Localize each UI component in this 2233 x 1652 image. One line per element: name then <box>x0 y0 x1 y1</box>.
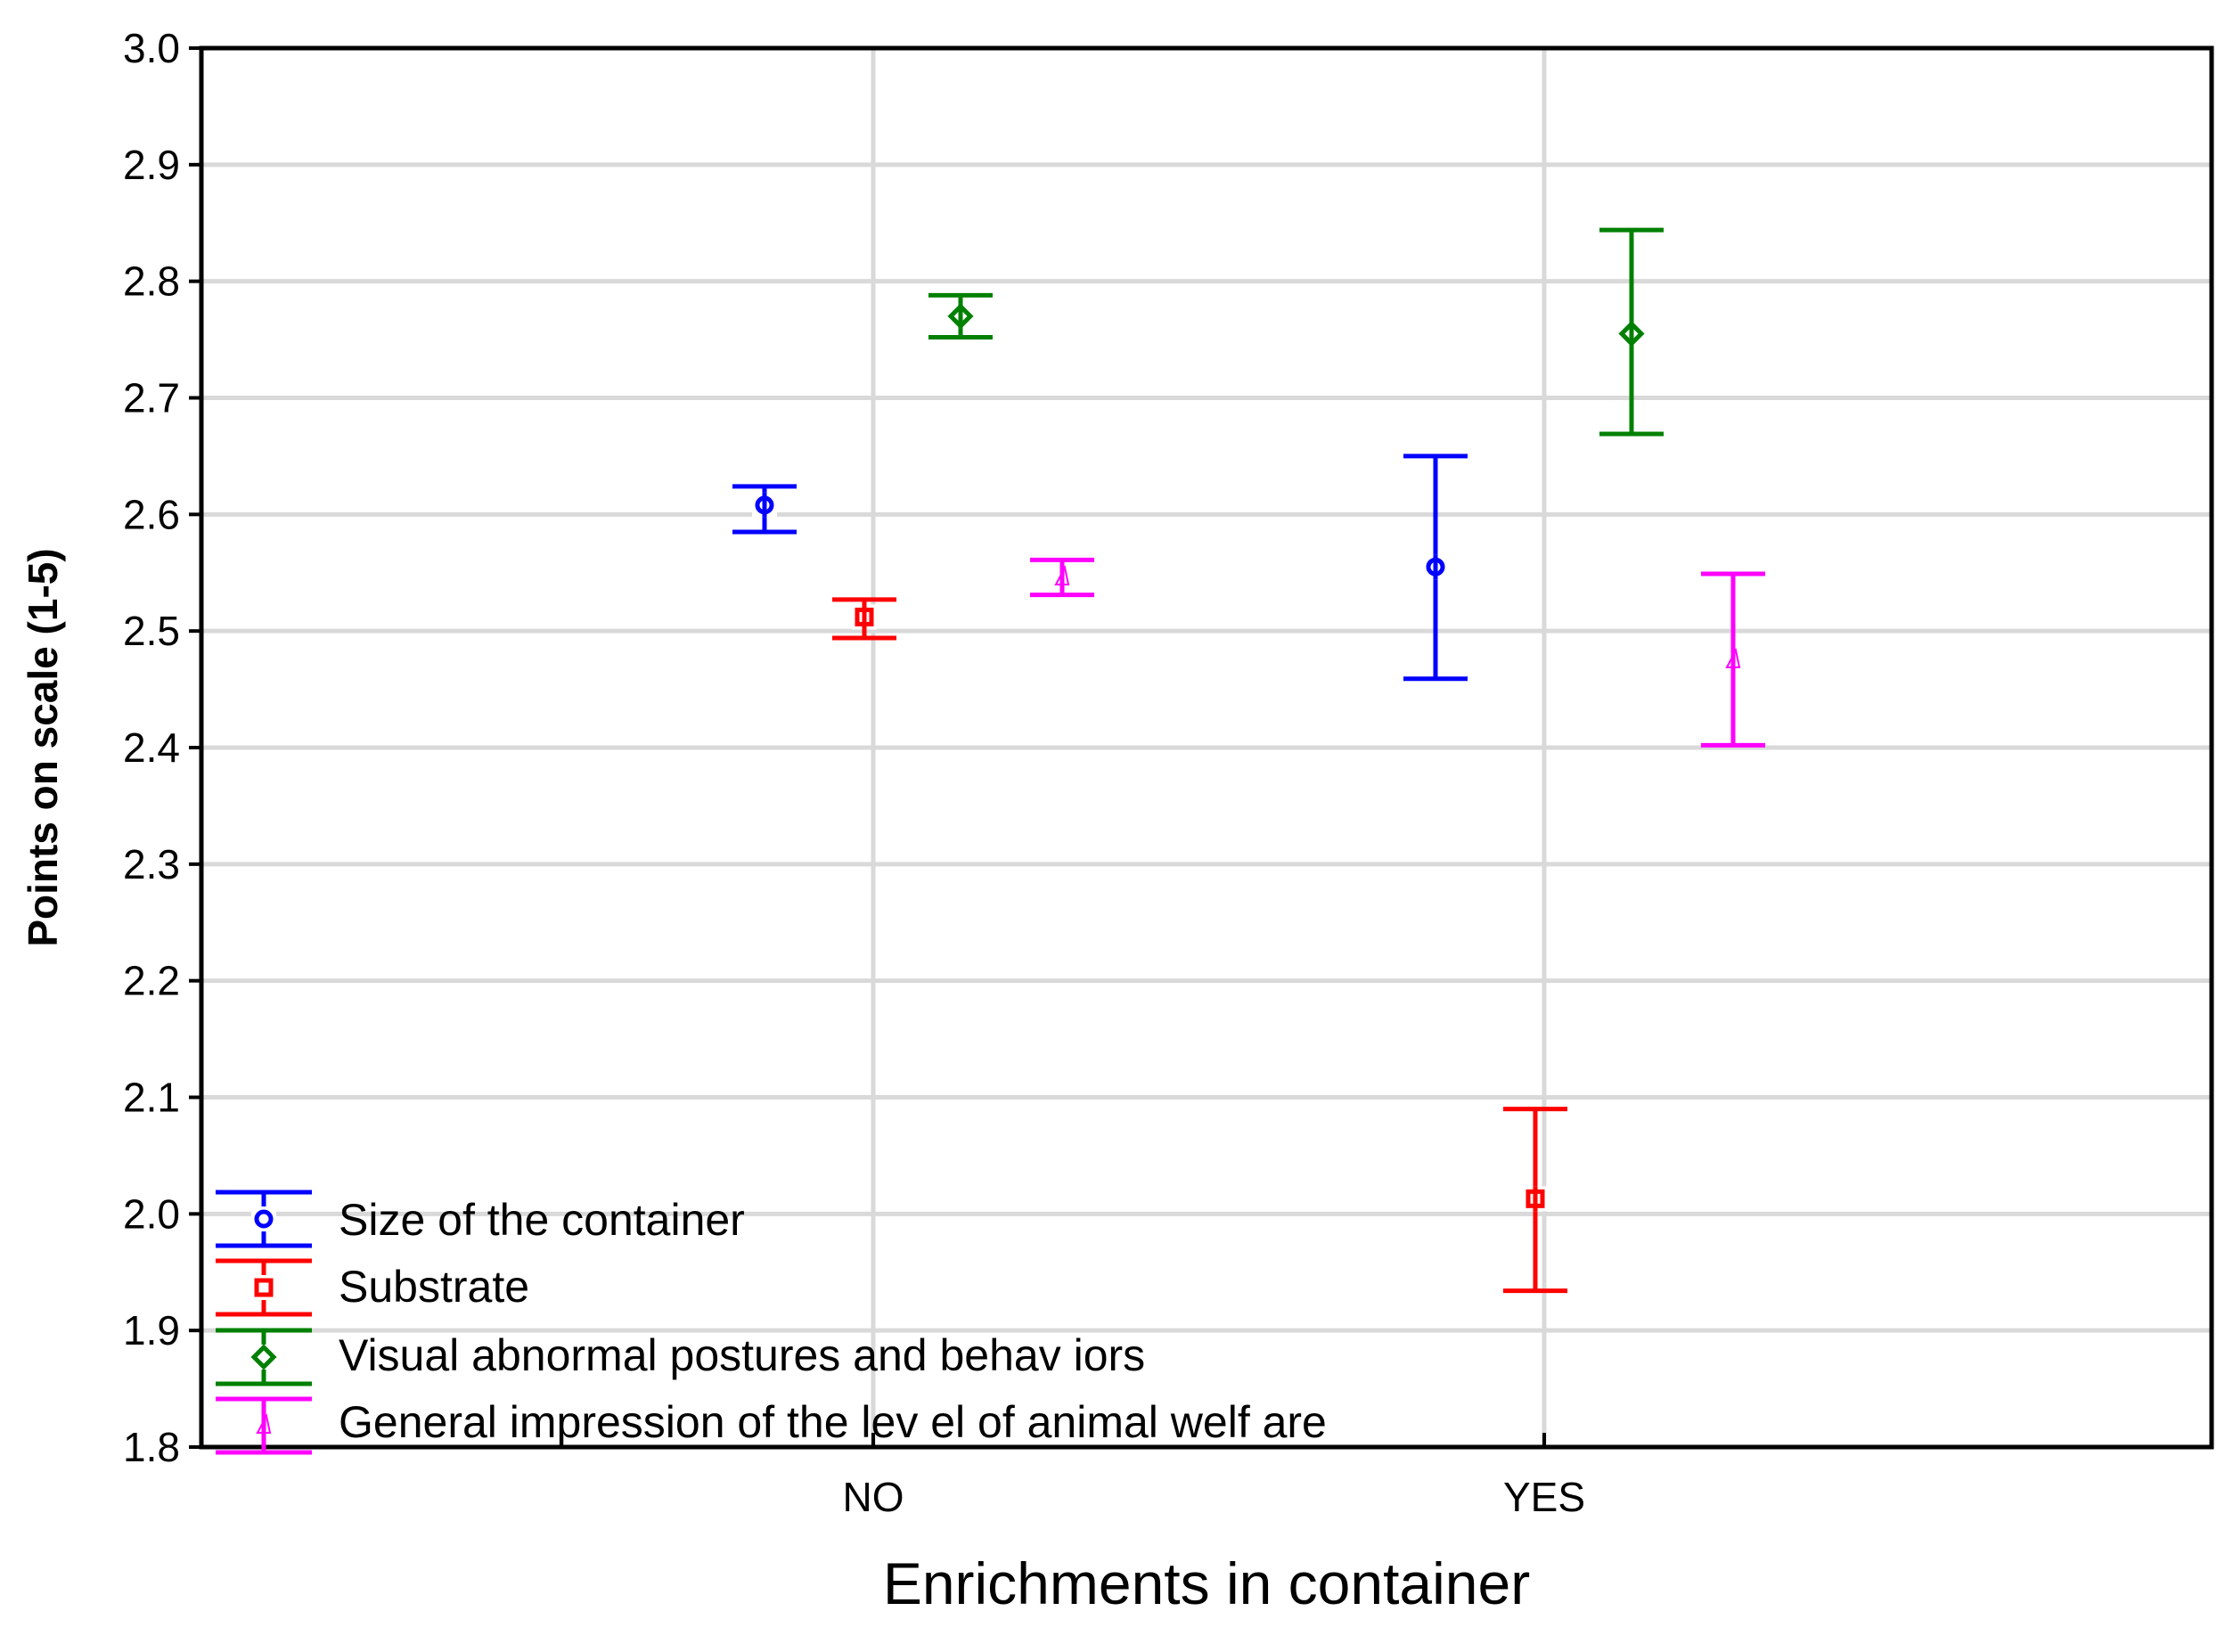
series-group <box>732 454 1468 682</box>
legend-label: Substrate <box>339 1262 529 1312</box>
legend-item: General impression of the lev el of anim… <box>216 1396 1327 1455</box>
legend-item: Substrate <box>216 1258 529 1317</box>
y-axis-title: Points on scale (1-5) <box>20 548 66 946</box>
legend-marker <box>250 1344 277 1370</box>
data-point <box>855 607 874 626</box>
legend: Size of the container Substrate Visual abn… <box>216 1190 1327 1455</box>
legend-marker <box>256 1413 272 1434</box>
y-tick-label: 2.1 <box>123 1075 180 1121</box>
y-tick-label: 2.0 <box>123 1190 180 1237</box>
y-tick-label: 2.2 <box>123 958 180 1004</box>
y-tick-label: 2.3 <box>123 841 180 887</box>
x-axis-title: Enrichments in container <box>883 1550 1530 1616</box>
data-point <box>1525 1189 1545 1208</box>
x-tick-label: NO <box>843 1474 904 1520</box>
data-point <box>1725 647 1741 668</box>
legend-label: General impression of the lev el of anim… <box>339 1397 1327 1447</box>
data-point <box>947 303 974 330</box>
data-point <box>1618 321 1645 348</box>
grid <box>201 48 2212 1447</box>
y-tick-label: 2.7 <box>123 375 180 421</box>
y-tick-label: 1.8 <box>123 1424 180 1470</box>
data-point <box>1054 565 1070 585</box>
y-tick-label: 2.9 <box>123 142 180 188</box>
y-tick-label: 2.4 <box>123 724 180 771</box>
plot-frame <box>199 45 2214 1450</box>
y-tick-label: 2.5 <box>123 608 180 654</box>
legend-marker <box>254 1278 274 1297</box>
series-group <box>928 227 1664 437</box>
legend-label: Size of the container <box>339 1195 745 1245</box>
legend-item: Size of the container <box>216 1190 745 1248</box>
y-tick-label: 3.0 <box>123 25 180 71</box>
axis-ticks: 1.8 1.9 2.0 2.1 2.2 2.3 2.4 2.5 2.6 2.7 2.8 2.9 3.0 N… <box>123 25 1585 1520</box>
x-tick-label: YES <box>1503 1474 1585 1520</box>
series-group <box>1030 557 1765 748</box>
data-point <box>1426 557 1445 577</box>
legend-item: Visual abnormal postures and behav iors <box>216 1328 1145 1386</box>
series-group <box>832 597 1567 1294</box>
y-tick-label: 2.6 <box>123 491 180 537</box>
y-tick-label: 1.9 <box>123 1307 180 1353</box>
legend-label: Visual abnormal postures and behav iors <box>339 1330 1145 1380</box>
y-tick-label: 2.8 <box>123 258 180 305</box>
series <box>732 227 1765 1294</box>
legend-marker <box>254 1209 274 1229</box>
data-point <box>755 495 774 515</box>
